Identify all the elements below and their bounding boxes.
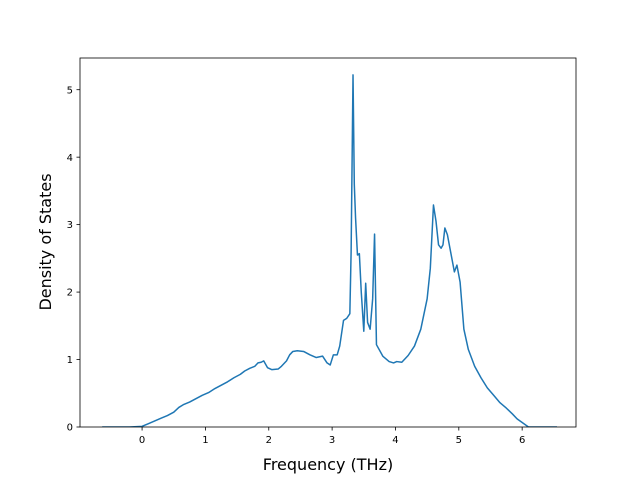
- x-tick-label: 6: [519, 435, 525, 446]
- y-tick-label: 4: [67, 153, 73, 164]
- dos-series-line: [102, 74, 557, 427]
- x-tick-label: 1: [202, 435, 208, 446]
- plot-area: [102, 74, 557, 427]
- y-tick-label: 2: [67, 288, 73, 299]
- x-tick-label: 5: [456, 435, 462, 446]
- x-tick-label: 0: [139, 435, 145, 446]
- y-axis-label: Density of States: [36, 173, 55, 310]
- x-tick-label: 3: [329, 435, 335, 446]
- axes-frame: [79, 57, 577, 428]
- x-axis-label: Frequency (THz): [263, 455, 393, 474]
- y-tick-label: 0: [67, 423, 73, 434]
- x-tick-label: 4: [392, 435, 398, 446]
- x-tick-label: 2: [266, 435, 272, 446]
- y-tick-label: 1: [67, 355, 73, 366]
- axes: 0 1 2 3 4 5 6 0 1 2 3 4 5: [67, 57, 577, 446]
- y-tick-label: 3: [67, 220, 73, 231]
- y-tick-label: 5: [67, 85, 73, 96]
